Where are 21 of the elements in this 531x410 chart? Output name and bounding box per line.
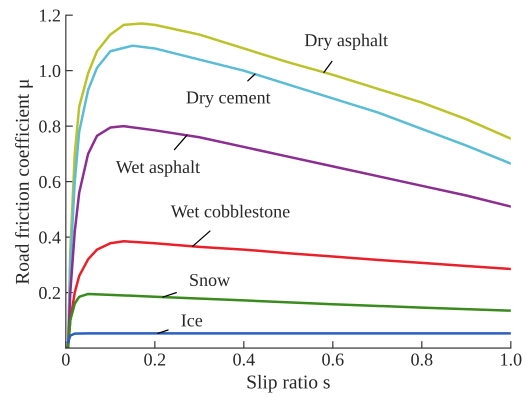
y-tick-label: 1.0 — [40, 64, 60, 78]
y-tick-label: 0.6 — [39, 176, 60, 188]
series-label: Snow — [190, 274, 230, 286]
x-tick-label: 1.0 — [501, 353, 522, 366]
x-tick-label: 0.2 — [144, 353, 166, 366]
series-label: Ice — [181, 314, 202, 327]
y-tick-label: 1.2 — [40, 9, 60, 22]
x-tick-label: 0.6 — [322, 353, 344, 366]
y-tick-label: 0.8 — [39, 120, 60, 133]
line-series — [66, 332, 511, 344]
series-label: Dry asphalt — [304, 34, 388, 50]
x-tick-label: 0.8 — [411, 353, 432, 366]
x-tick-label: 0.4 — [233, 353, 255, 366]
series-label: Dry cement — [186, 92, 271, 108]
y-tick-label: 0.4 — [39, 231, 61, 244]
series-label: Wet asphalt — [116, 160, 200, 177]
series-label: Wet cobblestone — [170, 204, 290, 218]
x-tick-label: 0 — [62, 353, 70, 366]
y-axis-title: Road friction coefficient μ — [15, 79, 33, 284]
y-tick-label: 0.2 — [39, 286, 60, 300]
x-axis-title: Slip ratio s — [248, 374, 330, 393]
